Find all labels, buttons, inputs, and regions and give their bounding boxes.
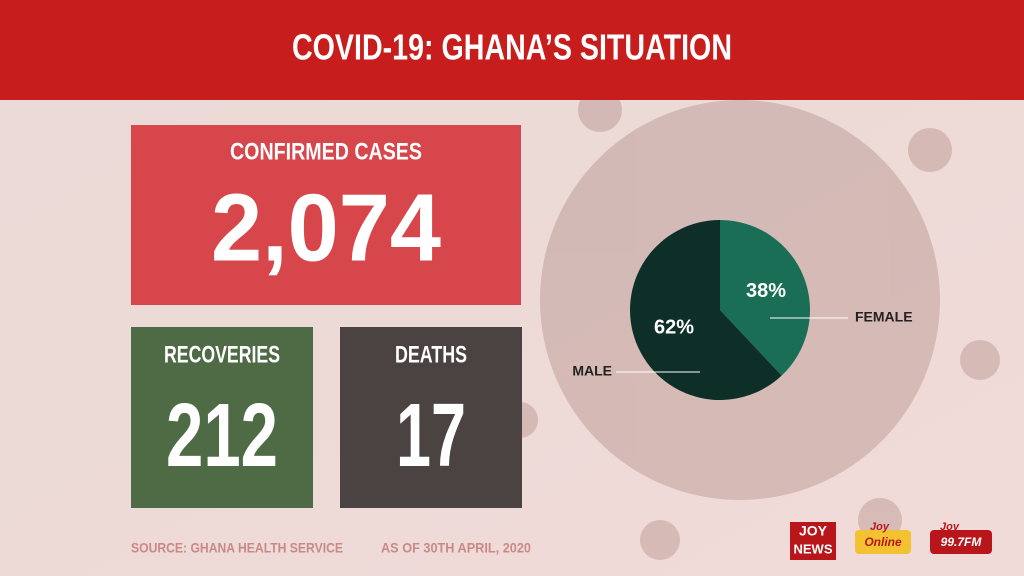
pie-value-label: 38%: [746, 280, 786, 302]
logo-joynews: JOY NEWS: [790, 522, 836, 560]
pie-slice: [630, 220, 782, 400]
pie-category-label: MALE: [572, 363, 612, 379]
pie-value-label: 62%: [654, 317, 694, 339]
header-band: [0, 0, 1024, 100]
logo-text: Joy: [870, 521, 890, 533]
stat-label: CONFIRMED CASES: [230, 138, 422, 165]
logo-text: JOY: [799, 523, 828, 539]
pie-chart: 38% 62%: [630, 220, 811, 400]
logo-bg: [790, 522, 836, 560]
logo-text: 99.7FM: [941, 535, 983, 549]
recoveries-box: [131, 327, 313, 508]
logo-bg: [930, 530, 992, 554]
logo-text: Online: [864, 535, 902, 549]
logo-text: NEWS: [794, 541, 833, 556]
logo-joyonline: Joy Online: [855, 521, 911, 554]
deaths-box: [340, 327, 522, 508]
pie-slice: [720, 220, 811, 376]
stat-value: 212: [166, 386, 278, 486]
stat-value: 17: [396, 386, 466, 486]
stat-value: 2,074: [211, 174, 441, 281]
stat-label: RECOVERIES: [164, 341, 280, 368]
logo-bg: [855, 530, 911, 554]
source: SOURCE: GHANA HEALTH SERVICE: [131, 540, 343, 556]
logo-text: Joy: [940, 521, 960, 533]
pie-category-label: FEMALE: [855, 309, 913, 325]
title: COVID-19: GHANA’S SITUATION: [292, 27, 732, 68]
stat-label: DEATHS: [395, 341, 467, 368]
logo-joyfm: Joy 99.7FM: [930, 521, 992, 554]
date: AS OF 30TH APRIL, 2020: [381, 540, 531, 556]
confirmed-box: [131, 125, 521, 305]
